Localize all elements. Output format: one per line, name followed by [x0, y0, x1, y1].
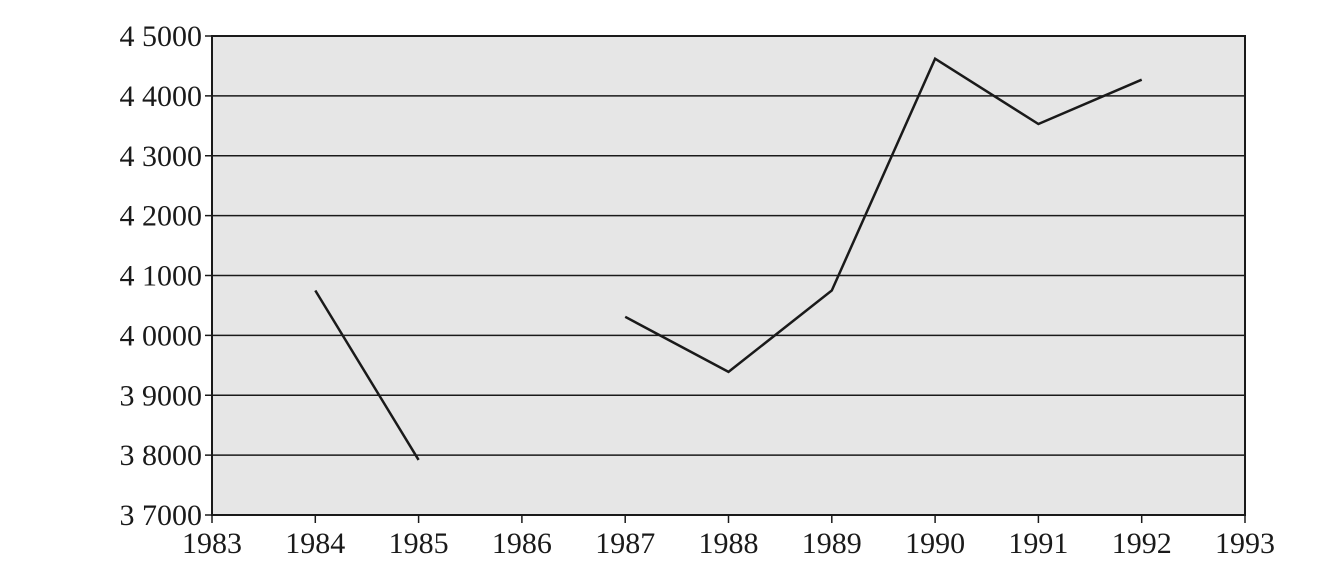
x-tick-label: 1990: [905, 527, 965, 560]
y-tick-label: 4 0000: [120, 319, 203, 352]
x-tick-label: 1993: [1215, 527, 1275, 560]
y-tick-label: 4 4000: [120, 80, 203, 113]
line: [314, 56, 1143, 461]
x-tick-label: 1983: [182, 527, 242, 560]
y-tick-label: 4 3000: [120, 140, 203, 173]
y-tick-label: 4 1000: [120, 260, 203, 293]
y-tick-label: 3 9000: [120, 379, 203, 412]
x-tick-label: 1992: [1112, 527, 1172, 560]
y-tick-label: 3 7000: [120, 499, 203, 532]
y-tick-label: 4 5000: [120, 20, 203, 53]
x-tick-label: 1986: [492, 527, 552, 560]
x-tick-label: 1988: [699, 527, 759, 560]
y-tick-label: 3 8000: [120, 439, 203, 472]
x-tick-label: 1987: [595, 527, 655, 560]
x-tick-label: 1989: [802, 527, 862, 560]
y-tick-label: 4 2000: [120, 200, 203, 233]
x-tick-label: 1985: [389, 527, 449, 560]
x-tick-label: 1984: [285, 527, 345, 560]
x-tick-label: 1991: [1008, 527, 1068, 560]
